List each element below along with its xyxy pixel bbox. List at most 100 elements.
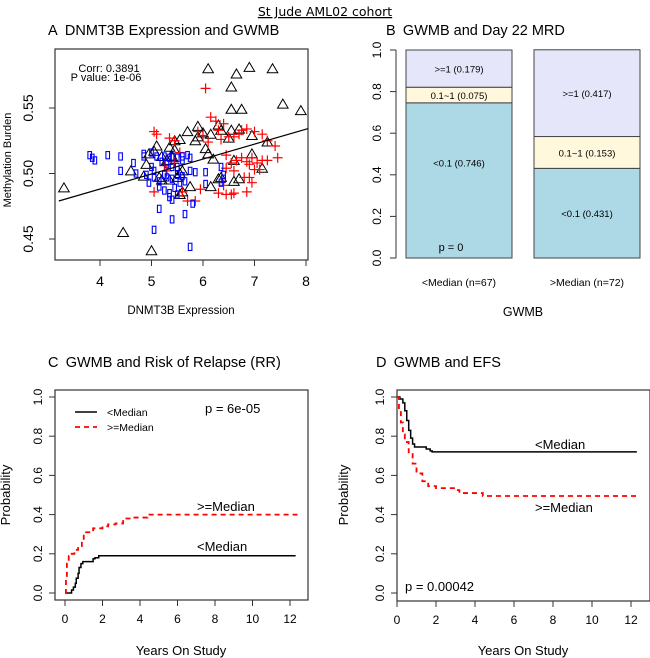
rectangle-point: [218, 162, 224, 172]
plus-point: [257, 129, 268, 140]
x-tick-label: 12: [624, 613, 638, 627]
rectangle-point: [174, 170, 180, 179]
curve-lt-median: [397, 396, 637, 453]
rectangle-point: [151, 225, 157, 234]
y-tick-label: 0.0: [373, 584, 387, 601]
segment-label: 0.1~1 (0.075): [431, 91, 488, 102]
triangle-point: [214, 171, 228, 182]
plus-point: [198, 130, 208, 141]
category-label: <Median (n=67): [422, 277, 496, 289]
rectangle-point: [164, 173, 170, 182]
rectangle-point: [172, 183, 178, 193]
plus-point: [192, 126, 203, 137]
bar-segment: [405, 102, 513, 259]
x-tick-label: 8: [550, 613, 557, 627]
rectangle-point: [167, 192, 172, 202]
triangle-point: [147, 145, 161, 156]
correlation-label: Corr: 0.3891: [78, 63, 139, 75]
plot-area: [57, 61, 308, 256]
plus-point: [228, 131, 239, 142]
triangle-point: [140, 158, 153, 169]
y-tick-label: 0.55: [20, 94, 36, 121]
p-value-label: p = 0.00042: [405, 579, 474, 594]
plus-point: [226, 189, 237, 200]
x-axis-label: GWMB: [503, 305, 543, 319]
plus-point: [231, 155, 242, 166]
curve-ge-median: [65, 513, 298, 594]
curve-ge-median: [397, 396, 639, 497]
rectangle-point: [156, 204, 162, 214]
plus-point: [262, 155, 273, 166]
plus-point: [218, 118, 229, 129]
x-tick-label: 7: [251, 273, 259, 289]
panel-d-efs-curve: D GWMB and EFS 0 2 4 6 8 10 12 0.0 0.2 0.4 0.6 0.8 1.…: [336, 355, 650, 658]
y-tick-label: 0.2: [373, 545, 387, 562]
rectangle-point: [169, 195, 175, 204]
plus-point: [272, 152, 283, 163]
rectangle-point: [174, 190, 180, 199]
rectangle-point: [156, 177, 162, 186]
rectangle-point: [118, 152, 123, 161]
p-value-label: p = 0: [439, 242, 464, 254]
bar-segment: [533, 136, 641, 169]
rectangle-point: [192, 168, 198, 177]
series-group-plus: [149, 83, 283, 207]
triangle-point: [232, 172, 246, 184]
bar-segment: [533, 49, 641, 138]
triangle-point: [225, 81, 238, 92]
triangle-point: [227, 175, 241, 186]
rectangle-point: [105, 151, 111, 160]
plus-point: [241, 123, 252, 134]
rectangle-point: [169, 215, 175, 224]
plus-point: [244, 159, 255, 170]
plus-point: [151, 129, 162, 140]
x-tick-label: 6: [199, 273, 207, 289]
y-axis-label: Methylation Burden: [2, 113, 14, 208]
x-axis-label: Years On Study: [478, 643, 569, 658]
plus-point: [236, 152, 247, 163]
segment-label: 0.1~1 (0.153): [559, 148, 616, 159]
curve-lt-median: [65, 555, 296, 594]
plus-point: [241, 186, 252, 197]
triangle-point: [294, 104, 308, 116]
x-tick-label: 5: [148, 273, 156, 289]
segment-label: >=1 (0.179): [434, 65, 483, 76]
panel-title: D GWMB and EFS: [376, 355, 501, 371]
y-tick-label: 0.6: [31, 467, 45, 484]
triangle-point: [117, 226, 130, 237]
plus-point: [149, 126, 160, 137]
plus-point: [213, 188, 224, 199]
rectangle-point: [190, 199, 196, 208]
plot-frame: [54, 389, 309, 601]
rectangle-point: [133, 169, 139, 178]
x-tick-label: 4: [96, 273, 104, 289]
rectangle-point: [169, 174, 175, 183]
y-tick-label: 0.50: [20, 160, 36, 187]
x-tick-label: 0: [394, 613, 401, 627]
plus-point: [200, 83, 211, 94]
x-tick-label: 2: [99, 612, 106, 626]
rectangle-point: [177, 178, 183, 187]
triangle-point: [155, 150, 168, 161]
segment-label: <0.1 (0.431): [561, 209, 613, 220]
segment-label: >=1 (0.417): [562, 89, 611, 100]
y-tick-label: 0.6: [370, 125, 384, 142]
p-value-label: P value: 1e-06: [71, 72, 142, 84]
triangle-point: [204, 128, 217, 139]
rectangle-point: [92, 156, 98, 165]
plus-point: [241, 156, 252, 167]
x-tick-label: 8: [302, 273, 310, 289]
rectangle-point: [159, 157, 165, 166]
rectangle-point: [89, 153, 95, 162]
plus-point: [236, 125, 247, 136]
rectangle-point: [146, 178, 152, 187]
y-tick-label: 0.8: [31, 428, 45, 445]
rectangle-point: [118, 166, 123, 176]
triangle-point: [155, 174, 168, 185]
panel-title: A DNMT3B Expression and GWMB: [48, 23, 279, 39]
x-axis-label: DNMT3B Expression: [127, 305, 234, 317]
rectangle-point: [131, 158, 136, 168]
x-tick-label: 4: [472, 613, 479, 627]
triangle-point: [57, 181, 71, 193]
rectangle-point: [167, 153, 172, 162]
